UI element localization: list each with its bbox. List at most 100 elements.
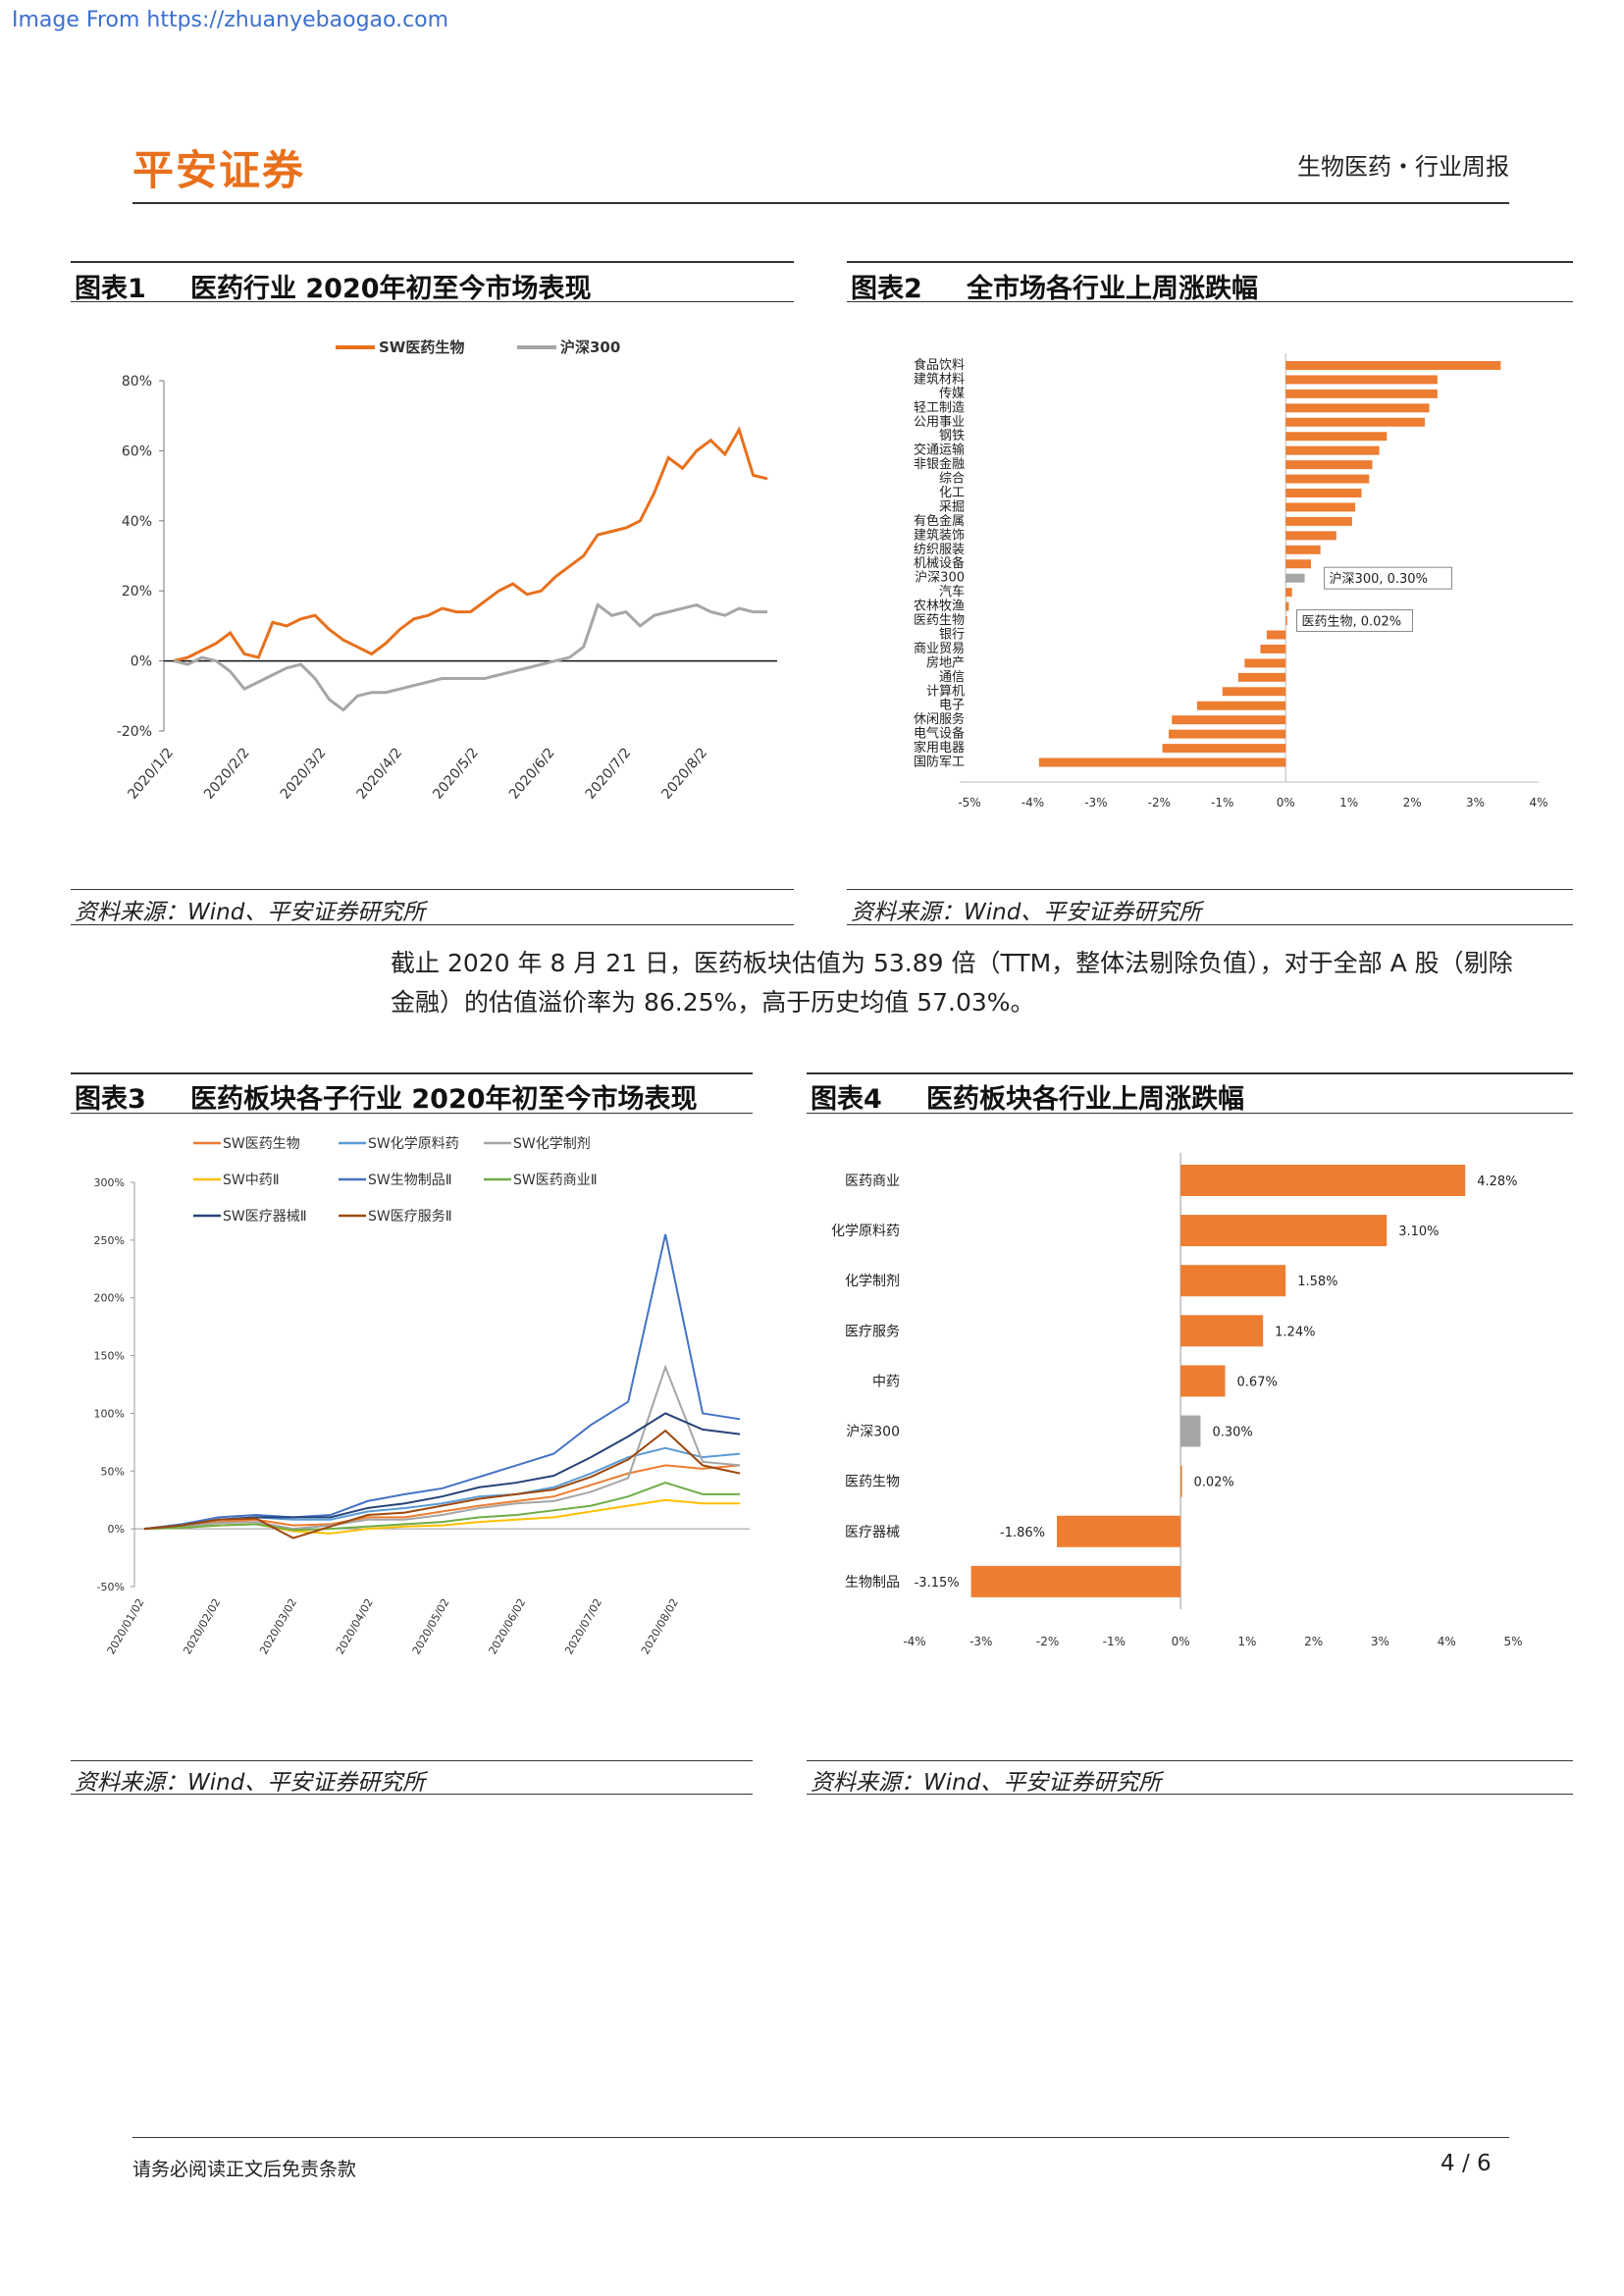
bar [1057, 1515, 1181, 1547]
category-label: 电气设备 [914, 726, 965, 742]
fig2-bottom-rule [847, 301, 1573, 302]
fig1-source: 资料来源：Wind、平安证券研究所 [75, 900, 426, 925]
page-number: 4 / 6 [1441, 2151, 1492, 2176]
fig4-source-rule-top [807, 1760, 1573, 1761]
y-tick-label: 50% [101, 1465, 125, 1478]
legend-label: SW医药生物 [223, 1136, 300, 1152]
category-label: 采掘 [939, 499, 965, 514]
legend-label: SW中药Ⅱ [223, 1173, 280, 1188]
bar [1244, 658, 1286, 668]
category-label: 家用电器 [914, 740, 965, 756]
category-label: 医药商业 [845, 1174, 900, 1189]
category-label: 沪深300 [846, 1425, 900, 1440]
bar [1285, 432, 1388, 442]
category-label: 轻工制造 [914, 400, 965, 415]
y-tick-label: 250% [94, 1234, 125, 1247]
category-label: 公用事业 [914, 415, 965, 430]
bar [1285, 601, 1289, 611]
category-label: 医药生物 [914, 613, 965, 628]
category-label: 传媒 [939, 387, 965, 401]
y-tick-label: 0% [108, 1523, 125, 1536]
fig3-source: 资料来源：Wind、平安证券研究所 [75, 1770, 426, 1796]
y-tick-label: 0% [131, 654, 152, 670]
y-tick-label: -50% [97, 1581, 125, 1593]
x-tick-label: 2020/5/2 [430, 745, 482, 802]
category-label: 沪深300 [915, 570, 965, 586]
x-tick-label: 0% [1277, 796, 1295, 809]
legend-label: SW医药生物 [379, 339, 464, 356]
data-label: -3.15% [915, 1576, 960, 1591]
fig1-top-rule [71, 261, 794, 263]
bar [1180, 1365, 1226, 1397]
bar [1285, 502, 1356, 512]
x-tick-label: 2020/07/02 [562, 1596, 604, 1656]
category-label: 有色金属 [914, 513, 965, 529]
bar [1285, 445, 1380, 455]
bar [1285, 531, 1336, 541]
legend-label: SW化学制剂 [513, 1136, 591, 1152]
x-tick-label: 2020/3/2 [278, 745, 330, 802]
bar [1285, 573, 1305, 583]
fig4-source: 资料来源：Wind、平安证券研究所 [811, 1770, 1162, 1796]
legend-label: SW医疗器械Ⅱ [223, 1209, 307, 1225]
footer-disclaimer: 请务必阅读正文后免责条款 [132, 2159, 357, 2180]
x-tick-label: 0% [1172, 1635, 1190, 1648]
bar [1285, 545, 1321, 554]
bar [1260, 644, 1286, 653]
fig2-title: 图表2 全市场各行业上周涨跌幅 [851, 267, 1258, 305]
series-line [143, 1482, 740, 1532]
category-label: 综合 [939, 472, 965, 487]
header-divider [132, 202, 1509, 204]
fig3-title-text: 医药板块各子行业 2020年初至今市场表现 [190, 1084, 698, 1115]
series-line [143, 1233, 741, 1531]
category-label: 国防军工 [914, 755, 965, 770]
data-label: 1.24% [1275, 1325, 1315, 1339]
bar [1285, 588, 1292, 598]
fig3-label: 图表3 [75, 1084, 146, 1115]
category-label: 建筑材料 [914, 371, 965, 387]
x-tick-label: 2% [1403, 796, 1422, 809]
fig1-bottom-rule [71, 301, 794, 302]
y-tick-label: 150% [94, 1350, 125, 1363]
watermark[interactable]: Image From https://zhuanyebaogao.com [12, 8, 449, 32]
category-label: 银行 [939, 627, 965, 642]
category-label: 生物制品 [845, 1575, 900, 1591]
bar [1285, 460, 1373, 470]
bar [1169, 729, 1286, 739]
category-label: 中药 [872, 1374, 900, 1389]
category-label: 汽车 [939, 584, 965, 600]
fig2-chart: -5% -4% -3% -2% -1% 0% 1% 2% 3% 4% 食品饮料建筑材料传媒轻工制造公… [914, 353, 1548, 809]
x-tick-label: 2020/01/02 [105, 1596, 147, 1656]
category-label: 钢铁 [939, 429, 965, 444]
data-label: 0.67% [1237, 1375, 1278, 1389]
data-label: 3.10% [1398, 1225, 1439, 1239]
category-label: 建筑装饰 [914, 527, 965, 543]
category-label: 休闲服务 [914, 711, 965, 727]
series-line [143, 1464, 741, 1531]
x-tick-label: -3% [1084, 796, 1107, 809]
fig1-title: 图表1 医药行业 2020年初至今市场表现 [75, 267, 592, 305]
y-tick-label: -20% [117, 724, 152, 740]
category-label: 食品饮料 [914, 357, 965, 373]
x-tick-label: 2020/02/02 [181, 1596, 223, 1656]
category-label: 通信 [939, 670, 965, 685]
bar [1197, 701, 1286, 710]
fig4-title-text: 医药板块各行业上周涨跌幅 [926, 1084, 1244, 1115]
category-label: 纺织服装 [914, 543, 965, 557]
bar [1038, 757, 1286, 767]
x-tick-label: 2020/05/02 [410, 1596, 452, 1656]
fig4-chart: -4% -3% -2% -1% 0% 1% 2% 3% 4% 5% 医药商业 4.28% 化学原料药 3.… [831, 1153, 1523, 1648]
category-label: 商业贸易 [914, 642, 965, 656]
x-tick-label: 5% [1503, 1635, 1522, 1648]
x-tick-label: 1% [1237, 1635, 1256, 1648]
category-label: 机械设备 [914, 555, 965, 571]
x-tick-label: 4% [1529, 796, 1547, 809]
x-tick-label: -2% [1036, 1635, 1059, 1648]
x-tick-label: 3% [1371, 1635, 1389, 1648]
x-tick-label: 4% [1438, 1635, 1456, 1648]
fig3-source-rule-top [71, 1760, 753, 1761]
fig4-bottom-rule [807, 1113, 1573, 1114]
y-tick-label: 80% [122, 374, 152, 390]
category-label: 房地产 [926, 654, 965, 670]
x-tick-label: 2020/08/02 [639, 1596, 681, 1656]
